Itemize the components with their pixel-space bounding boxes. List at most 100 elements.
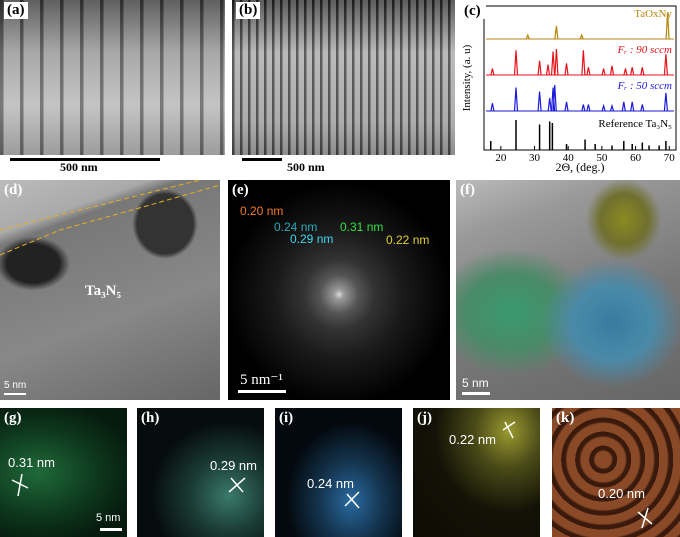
peak — [490, 68, 495, 76]
panel-label: (a) — [4, 2, 28, 19]
tem-composite-f: (f) 5 nm — [456, 180, 680, 400]
spacing-label: 0.31 nm — [8, 455, 55, 470]
panel-label: (b) — [236, 2, 261, 19]
peak — [630, 101, 635, 112]
peak — [665, 12, 670, 40]
scale-strip: 500 nm — [0, 155, 225, 175]
scale-bar — [462, 392, 490, 395]
peak — [640, 104, 645, 112]
peak — [579, 33, 584, 40]
scale-label: 5 nm — [4, 380, 27, 391]
panel-label: (g) — [4, 410, 22, 426]
peak — [601, 68, 606, 76]
legend-entry: TaOxNy — [634, 8, 672, 20]
legend-entry: Fᵣ : 90 sccm — [617, 44, 672, 56]
interface-line — [0, 184, 220, 256]
overlay — [11, 473, 29, 497]
peak — [545, 64, 551, 76]
x-tick-label: 30 — [529, 152, 541, 164]
overlay — [637, 507, 653, 529]
spacing-label: 0.22 nm — [449, 432, 496, 447]
tem-image-d: (d) Ta₃N₅ 5 nm — [0, 180, 220, 400]
scale-bar — [4, 393, 26, 395]
spacing-marker — [502, 421, 516, 439]
scale-strip: 500 nm — [232, 155, 455, 175]
interface-line — [0, 180, 203, 231]
filtered-image-k: (k) 0.20 nm — [552, 408, 680, 537]
xrd-chart: (c) Intensity, (a. u) 2Θ, (deg.) 20 30 40 5… — [461, 2, 677, 174]
filtered-image-j: (j) 0.22 nm — [413, 408, 540, 537]
plot-frame — [483, 5, 677, 151]
phase-label: Ta₃N₅ — [85, 283, 121, 299]
peak — [537, 60, 542, 76]
peak — [621, 101, 626, 112]
legend-entry: Reference Ta₃N₅ — [598, 118, 672, 130]
x-axis-label: 2Θ, (deg.) — [556, 160, 605, 174]
sem-image-b: (b) 500 nm — [232, 0, 455, 175]
spot-label: 0.24 nm — [274, 220, 318, 234]
peak — [550, 51, 556, 76]
filtered-image-i: (i) 0.24 nm — [275, 408, 402, 537]
spacing-label: 0.20 nm — [598, 486, 645, 501]
peak — [552, 84, 557, 112]
x-tick-label: 60 — [630, 152, 642, 164]
y-axis-label: Intensity, (a. u) — [461, 44, 473, 111]
peak — [564, 63, 569, 76]
spacing-marker — [11, 473, 29, 497]
label-box — [462, 2, 486, 19]
peak — [554, 25, 559, 40]
scale-label: 5 nm⁻¹ — [240, 372, 283, 388]
panel-label: (e) — [232, 182, 249, 198]
spacing-marker — [344, 491, 360, 509]
fft-image-e: (e) 0.20 nm 0.24 nm 0.29 nm 0.31 nm 0.22… — [228, 180, 450, 400]
peak — [564, 101, 569, 112]
spacing-label: 0.24 nm — [307, 476, 354, 491]
panel-label: (f) — [460, 182, 475, 198]
spot-label: 0.29 nm — [290, 232, 334, 246]
spacing-marker — [228, 477, 246, 493]
peak — [586, 67, 591, 76]
filtered-image-g: (g) 0.31 nm 5 nm — [0, 408, 127, 537]
panel-label: (d) — [4, 182, 23, 198]
panel-label: (i) — [279, 410, 294, 426]
peak — [554, 48, 559, 76]
peak — [513, 87, 519, 112]
scale-label: 500 nm — [287, 160, 325, 174]
x-tick-label: 50 — [596, 152, 608, 164]
scale-label: 500 nm — [60, 160, 98, 174]
spacing-marker — [637, 507, 653, 529]
peak — [513, 50, 519, 76]
scale-bar — [100, 528, 122, 531]
peak — [663, 54, 668, 76]
x-tick-label: 20 — [495, 152, 507, 164]
panel-label: (c) — [464, 3, 481, 19]
x-tick-label: 70 — [664, 152, 676, 164]
scale-label: 5 nm — [462, 376, 489, 390]
peak — [601, 103, 606, 112]
peak — [609, 65, 615, 76]
filtered-image-h: (h) 0.29 nm — [137, 408, 264, 537]
overlay — [0, 180, 220, 256]
peak — [640, 67, 645, 76]
peak — [609, 103, 615, 112]
scale-label: 5 nm — [96, 512, 121, 524]
x-tick-label: 40 — [563, 152, 575, 164]
peak — [586, 104, 591, 112]
peak — [663, 92, 668, 112]
peak — [490, 103, 495, 112]
scale-bar — [238, 390, 286, 393]
spot-label: 0.22 nm — [386, 233, 430, 247]
peak — [623, 68, 628, 76]
peak — [581, 50, 586, 76]
sem-image-a: (a) 500 nm — [0, 0, 225, 175]
spacing-label: 0.29 nm — [210, 458, 257, 473]
peak — [630, 67, 635, 76]
overlay — [228, 477, 246, 493]
peak — [547, 97, 552, 112]
overlay — [344, 491, 360, 509]
panel-label: (j) — [417, 410, 432, 426]
panel-label: (h) — [141, 410, 160, 426]
peak — [525, 33, 530, 40]
panel-label: (k) — [556, 410, 575, 426]
